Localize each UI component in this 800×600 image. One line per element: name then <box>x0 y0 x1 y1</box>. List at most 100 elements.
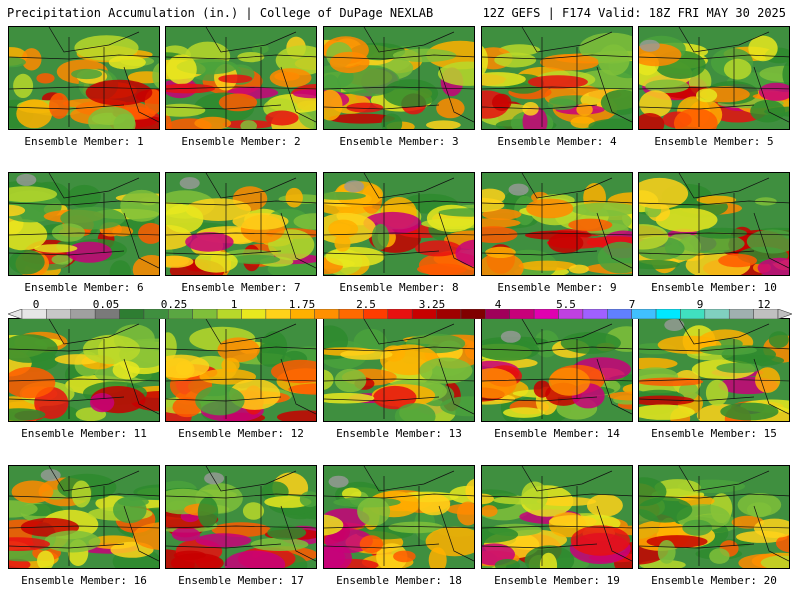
member-caption: Ensemble Member: 5 <box>654 135 774 148</box>
colorbar-label: 3.25 <box>418 298 446 311</box>
precip-map <box>639 466 789 568</box>
colorbar-swatch <box>582 309 608 319</box>
colorbar-swatch <box>46 309 72 319</box>
colorbar-label: 1 <box>230 298 238 311</box>
member-map-panel <box>323 318 475 422</box>
colorbar-label: 12 <box>757 298 771 311</box>
member-caption: Ensemble Member: 9 <box>497 281 617 294</box>
colorbar-swatch <box>460 309 486 319</box>
member-map-panel <box>638 465 790 569</box>
member-caption: Ensemble Member: 8 <box>339 281 459 294</box>
colorbar-label: 9 <box>696 298 704 311</box>
colorbar-label: 1.75 <box>288 298 316 311</box>
precip-map <box>9 173 159 275</box>
colorbar-swatch <box>655 309 681 319</box>
colorbar-swatch <box>363 309 389 319</box>
colorbar-swatch <box>168 309 193 319</box>
colorbar-swatch <box>680 309 706 319</box>
colorbar-swatch <box>241 309 267 319</box>
member-map-panel <box>165 465 317 569</box>
colorbar-swatch <box>436 309 462 319</box>
precip-map <box>324 173 474 275</box>
member-map-panel <box>481 172 633 276</box>
member-map-panel <box>8 26 160 130</box>
member-caption: Ensemble Member: 3 <box>339 135 459 148</box>
colorbar-swatch <box>192 309 218 319</box>
member-map-panel <box>323 465 475 569</box>
member-caption: Ensemble Member: 14 <box>494 427 620 440</box>
colorbar-swatch <box>290 309 315 319</box>
colorbar-label: 0.05 <box>92 298 120 311</box>
member-caption: Ensemble Member: 11 <box>21 427 147 440</box>
colorbar-max-arrow <box>777 309 792 319</box>
member-caption: Ensemble Member: 18 <box>336 574 462 587</box>
member-map-panel <box>638 318 790 422</box>
colorbar-swatch <box>607 309 632 319</box>
member-map-panel <box>165 26 317 130</box>
colorbar-label: 4 <box>494 298 502 311</box>
member-caption: Ensemble Member: 17 <box>178 574 304 587</box>
colorbar-swatch <box>70 309 96 319</box>
member-map-panel <box>165 172 317 276</box>
precip-map <box>482 466 632 568</box>
member-map-panel <box>638 26 790 130</box>
precip-map <box>324 27 474 129</box>
header-bar: Precipitation Accumulation (in.) | Colle… <box>0 0 800 22</box>
precip-map <box>9 27 159 129</box>
member-caption: Ensemble Member: 20 <box>651 574 777 587</box>
member-caption: Ensemble Member: 6 <box>24 281 144 294</box>
member-caption: Ensemble Member: 4 <box>497 135 617 148</box>
colorbar-label: 7 <box>628 298 636 311</box>
member-caption: Ensemble Member: 13 <box>336 427 462 440</box>
member-map-panel <box>481 26 633 130</box>
colorbar-swatch <box>753 309 779 319</box>
precip-map <box>324 466 474 568</box>
colorbar-labels: 0 0.05 0.25 1 1.75 2.5 3.25 4 5.5 7 9 12 <box>8 298 792 311</box>
precip-map <box>166 466 316 568</box>
member-caption: Ensemble Member: 19 <box>494 574 620 587</box>
header-title: Precipitation Accumulation (in.) | Colle… <box>7 6 434 20</box>
colorbar-swatch <box>558 309 584 319</box>
colorbar-swatch <box>265 309 291 319</box>
member-map-panel <box>8 172 160 276</box>
precip-map <box>9 466 159 568</box>
precip-map <box>9 319 159 421</box>
precip-map <box>639 27 789 129</box>
colorbar-swatches <box>8 309 792 319</box>
colorbar-swatch <box>338 309 364 319</box>
colorbar-swatch <box>314 309 340 319</box>
colorbar-swatch <box>631 309 657 319</box>
member-map-panel <box>638 172 790 276</box>
colorbar-min-arrow <box>8 309 23 319</box>
colorbar-swatch <box>119 309 145 319</box>
precip-map <box>166 319 316 421</box>
colorbar-swatch <box>411 309 437 319</box>
header-run-info: 12Z GEFS | F174 Valid: 18Z FRI MAY 30 20… <box>482 6 786 20</box>
precip-map <box>482 27 632 129</box>
colorbar-label: 2.5 <box>356 298 376 311</box>
member-map-panel <box>323 26 475 130</box>
precip-map <box>324 319 474 421</box>
colorbar-swatch <box>387 309 413 319</box>
member-map-panel <box>481 318 633 422</box>
colorbar-swatch <box>509 309 535 319</box>
colorbar-swatch <box>704 309 730 319</box>
colorbar-swatch <box>533 309 559 319</box>
colorbar-label: 0 <box>32 298 40 311</box>
member-caption: Ensemble Member: 7 <box>181 281 301 294</box>
member-caption: Ensemble Member: 1 <box>24 135 144 148</box>
member-map-panel <box>165 318 317 422</box>
member-caption: Ensemble Member: 16 <box>21 574 147 587</box>
member-map-panel <box>8 318 160 422</box>
member-map-panel <box>481 465 633 569</box>
colorbar-label: 0.25 <box>160 298 188 311</box>
member-map-panel <box>8 465 160 569</box>
precip-map <box>482 173 632 275</box>
member-caption: Ensemble Member: 10 <box>651 281 777 294</box>
member-caption: Ensemble Member: 12 <box>178 427 304 440</box>
colorbar-swatch <box>143 309 169 319</box>
colorbar: 0 0.05 0.25 1 1.75 2.5 3.25 4 5.5 7 9 12 <box>8 298 792 319</box>
colorbar-swatch <box>728 309 754 319</box>
colorbar-swatch <box>216 309 242 319</box>
colorbar-swatch <box>21 309 47 319</box>
